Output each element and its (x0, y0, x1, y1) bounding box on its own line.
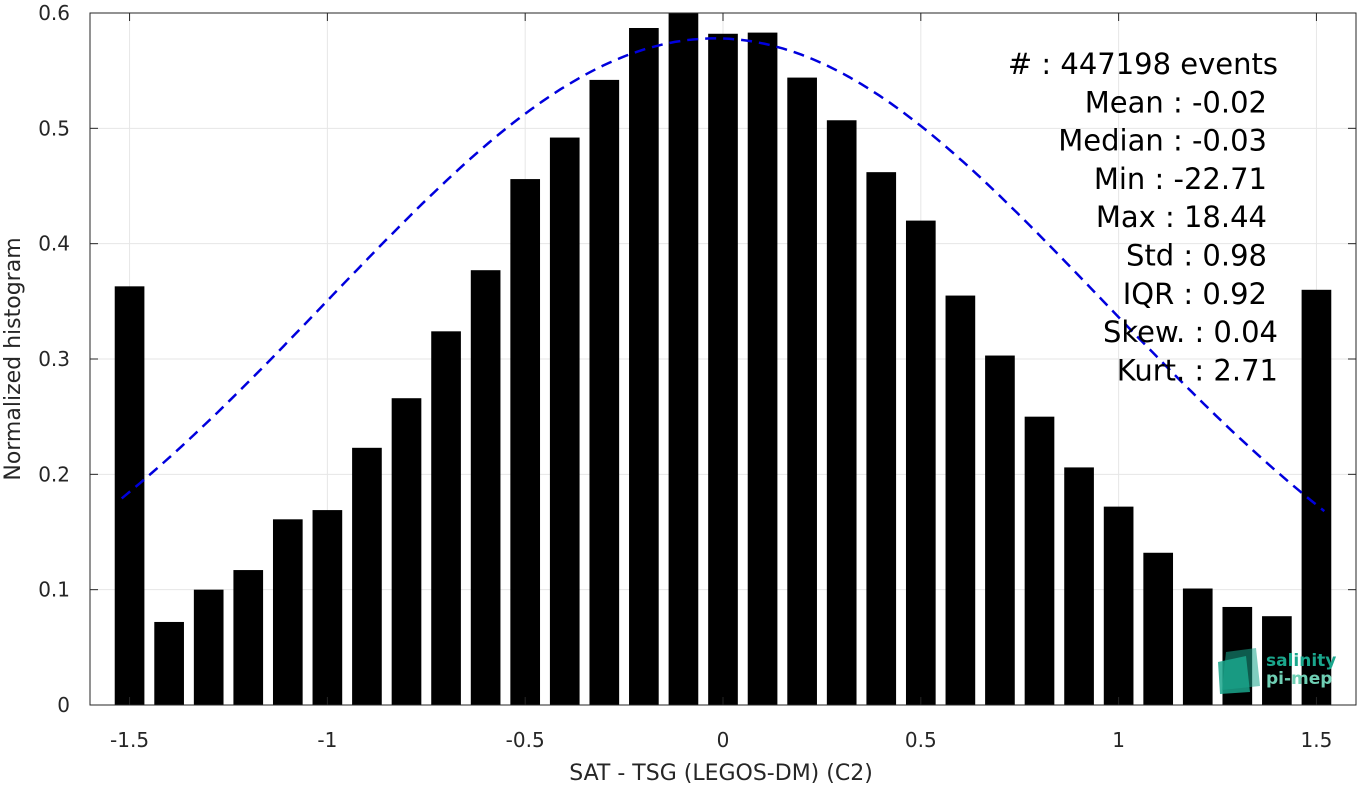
histogram-bar (747, 32, 778, 705)
logo-mark-front (1218, 656, 1250, 694)
fit-curve (120, 37, 1326, 513)
y-tick-label: 0.2 (38, 462, 70, 486)
y-tick-label: 0.4 (38, 232, 70, 256)
histogram-bar (668, 13, 699, 705)
salinity-pi-mep-logo: salinity pi-mep (1218, 648, 1336, 694)
histogram-bar (312, 510, 343, 705)
stat-line: Mean : -0.02 (1085, 85, 1267, 119)
x-tick-label: -1 (317, 728, 337, 752)
histogram-bar (272, 519, 303, 705)
x-tick-label: 1 (1112, 728, 1125, 752)
histogram-bar (866, 172, 897, 705)
histogram-bar (549, 137, 580, 705)
histogram-bar (985, 355, 1015, 705)
histogram-bar (352, 447, 382, 705)
histogram-bar (114, 286, 145, 705)
logo-text-pi-mep: pi-mep (1266, 669, 1332, 689)
x-tick-label: -0.5 (506, 728, 545, 752)
histogram-bar (708, 33, 738, 705)
y-tick-label: 0.1 (38, 578, 70, 602)
bars (114, 13, 1332, 706)
histogram-bar (589, 79, 620, 706)
histogram-bar (1262, 616, 1292, 705)
histogram-bar (1024, 416, 1055, 705)
histogram-bar (510, 179, 541, 705)
x-tick-label: -1.5 (110, 728, 149, 752)
stat-line: Max : 18.44 (1096, 200, 1267, 234)
histogram-bar (1301, 289, 1332, 705)
stat-line: Kurt. : 2.71 (1117, 353, 1278, 387)
histogram-bar (154, 621, 184, 705)
histogram-bar (391, 398, 422, 705)
x-axis-ticks: -1.5 -1 -0.5 0 0.5 1 1.5 (110, 13, 1332, 752)
histogram-bar (233, 570, 264, 705)
x-tick-label: 0 (717, 728, 730, 752)
stats-annotation: # : 447198 events Mean : -0.02 Median : -0… (1008, 47, 1278, 387)
histogram-bar (431, 331, 461, 705)
y-axis-label: Normalized histogram (1, 237, 26, 480)
stat-line: Min : -22.71 (1094, 162, 1267, 196)
x-axis-label: SAT - TSG (LEGOS-DM) (C2) (569, 761, 873, 785)
histogram-bar (826, 120, 857, 705)
y-tick-label: 0.6 (38, 1, 70, 25)
stat-line: # : 447198 events (1008, 47, 1278, 81)
histogram-bar (1182, 588, 1213, 705)
stat-line: IQR : 0.92 (1123, 277, 1267, 311)
logo-text-salinity: salinity (1266, 651, 1336, 671)
histogram-bar (1064, 467, 1094, 705)
histogram-bar (1103, 506, 1134, 705)
histogram-bar (470, 270, 501, 705)
histogram-bar (1143, 552, 1174, 705)
stat-line: Skew. : 0.04 (1103, 315, 1278, 349)
stat-line: Median : -0.03 (1058, 124, 1267, 158)
x-tick-label: 0.5 (905, 728, 937, 752)
histogram-bar (787, 77, 817, 705)
histogram-bar (193, 589, 224, 705)
histogram-bar (945, 295, 976, 705)
y-tick-label: 0.3 (38, 347, 70, 371)
histogram-bar (905, 220, 936, 705)
histogram-bar (629, 27, 659, 705)
stat-line: Std : 0.98 (1126, 239, 1267, 273)
y-tick-label: 0 (57, 693, 70, 717)
x-tick-label: 1.5 (1301, 728, 1333, 752)
y-axis-ticks: 0 0.1 0.2 0.3 0.4 0.5 0.6 (38, 1, 1356, 717)
y-tick-label: 0.5 (38, 116, 70, 140)
